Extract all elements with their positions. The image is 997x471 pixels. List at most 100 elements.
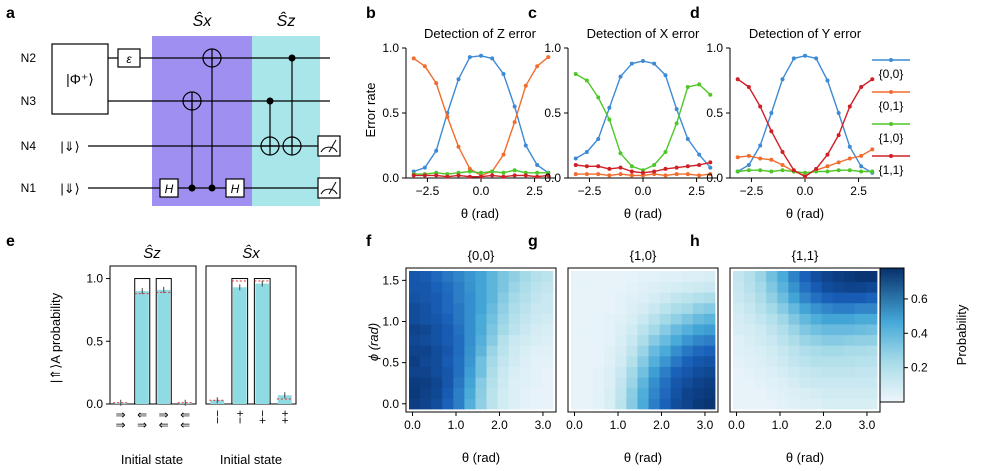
x-tick-label: 2.0 xyxy=(815,418,832,432)
series-line-10 xyxy=(575,73,711,171)
heatmap-cell xyxy=(843,355,856,367)
heatmap-cell xyxy=(541,271,554,283)
heatmap-cell xyxy=(615,271,627,283)
heatmap-cell xyxy=(659,377,672,389)
heatmap-cell xyxy=(832,366,845,378)
data-point xyxy=(501,170,506,175)
heatmap-cell xyxy=(453,366,465,378)
data-point xyxy=(836,133,841,138)
heatmap-cell xyxy=(810,387,823,399)
heatmap-cell xyxy=(744,366,756,378)
heatmap-cell xyxy=(766,271,778,283)
heatmap-cell xyxy=(810,398,823,410)
data-point xyxy=(825,169,830,174)
heatmap-cell xyxy=(766,345,778,357)
panel-label-h: h xyxy=(690,233,700,250)
data-point xyxy=(814,56,819,61)
heatmap-cell xyxy=(508,281,521,293)
heatmap-cell xyxy=(821,377,834,389)
heatmap-cell xyxy=(615,377,627,389)
category-label: ⇑⇑ xyxy=(178,410,192,430)
heatmap-cell xyxy=(637,334,649,346)
heatmap-cell xyxy=(744,345,756,357)
heatmap-cell xyxy=(486,292,499,304)
heatmap-cell xyxy=(788,334,800,346)
heatmap-cell xyxy=(593,292,605,304)
data-point xyxy=(697,163,702,167)
data-point xyxy=(445,174,450,179)
heatmap-cell xyxy=(571,271,583,283)
heatmap-cell xyxy=(571,387,583,399)
heatmap-cell xyxy=(733,377,745,389)
data-point xyxy=(422,165,427,170)
heatmap-cell xyxy=(670,324,683,336)
heatmap-cell xyxy=(744,324,756,336)
heatmap-cell xyxy=(681,334,694,346)
heatmap-cell xyxy=(766,355,778,367)
data-point xyxy=(803,53,807,58)
y-tick-label: 1.0 xyxy=(86,272,103,286)
heatmap-cell xyxy=(681,355,694,367)
heatmap-cell xyxy=(865,302,878,314)
heatmap-cell xyxy=(659,398,672,410)
heatmap-cell xyxy=(692,334,705,346)
heatmap-cell xyxy=(799,334,811,346)
heatmap-cell xyxy=(766,324,778,336)
heatmap-cell xyxy=(670,355,683,367)
heatmap-cell xyxy=(475,324,487,336)
heatmap-cell xyxy=(475,377,487,389)
heatmap-cell xyxy=(755,313,767,325)
data-point xyxy=(735,77,740,82)
bell-state-label: |Φ⁺⟩ xyxy=(66,71,94,87)
x-tick-label: 2.5 xyxy=(850,184,867,198)
hadamard-gate-2 xyxy=(225,178,245,198)
data-point xyxy=(758,156,763,161)
data-point xyxy=(422,173,427,178)
heatmap-cell xyxy=(604,398,616,410)
heatmap-cell xyxy=(486,334,499,346)
plot-d: Detection of Y error θ (rad) −2.5 0.0 2.5 0… xyxy=(706,26,880,221)
heatmap-cell xyxy=(582,313,594,325)
heatmap-cell xyxy=(865,324,878,336)
heatmap-cell xyxy=(692,313,705,325)
heatmap-cell xyxy=(766,377,778,389)
heatmap-cell xyxy=(409,281,421,293)
x-tick-label: 0.0 xyxy=(797,184,814,198)
heatmap-cell xyxy=(681,271,694,283)
heatmap-cell xyxy=(453,313,465,325)
colorbar-label: Probability xyxy=(954,304,969,365)
heatmap-cell xyxy=(692,366,705,378)
heatmap-cell xyxy=(692,271,705,283)
heatmap-cell xyxy=(766,292,778,304)
data-point xyxy=(618,172,623,177)
heatmap-cell xyxy=(519,313,532,325)
heatmap-cell xyxy=(431,302,443,314)
heatmap-cell xyxy=(626,302,638,314)
panel-label-b: b xyxy=(366,5,376,22)
series-line-00 xyxy=(737,55,873,174)
heatmap-cell xyxy=(854,334,867,346)
data-point xyxy=(697,152,702,157)
heatmap-cell xyxy=(519,387,532,399)
heatmap-cell xyxy=(681,398,694,410)
x-tick-label: 0.0 xyxy=(404,418,421,432)
data-point xyxy=(674,107,679,112)
heatmap-cell xyxy=(681,313,694,325)
heatmap-cell xyxy=(541,377,554,389)
heatmap-cell xyxy=(420,377,432,389)
heatmap-cell xyxy=(615,387,627,399)
heatmap-cell xyxy=(648,271,661,283)
heatmap-cell xyxy=(681,292,694,304)
heatmap-cell xyxy=(744,302,756,314)
measurement-icon xyxy=(317,177,341,199)
heatmap-cell xyxy=(541,324,554,336)
data-point xyxy=(535,163,540,167)
data-point xyxy=(746,163,751,167)
heatmap-cell xyxy=(593,387,605,399)
x-tick-label: −2.5 xyxy=(416,184,440,198)
data-point xyxy=(685,172,690,177)
heatmap-cell xyxy=(843,398,856,410)
heatmap-cell xyxy=(854,345,867,357)
y-tick-label: 0.0 xyxy=(382,171,399,185)
heatmap-cell xyxy=(409,324,421,336)
